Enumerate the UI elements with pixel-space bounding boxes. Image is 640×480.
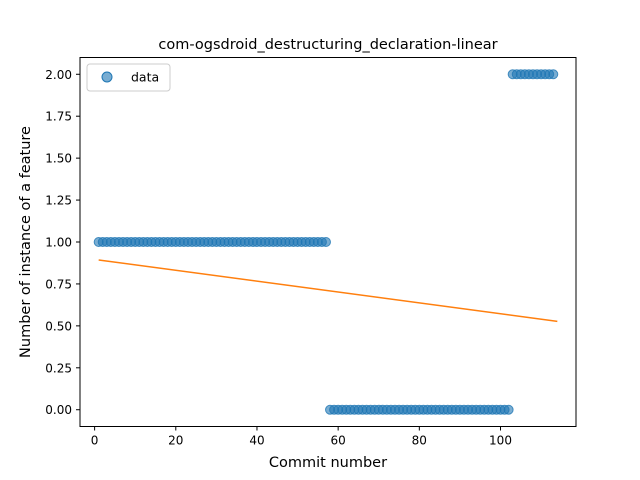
x-axis-label: Commit number [269,455,387,471]
x-tick-label: 40 [249,434,264,448]
legend-label-data: data [131,70,159,85]
data-point [548,69,559,80]
y-tick-label: 0.50 [45,319,72,333]
x-tick-label: 0 [91,434,99,448]
data-point [503,404,514,415]
trend-line [98,259,558,323]
y-tick-label: 1.25 [45,194,72,208]
legend-box [86,63,171,92]
y-axis-label: Number of instance of a feature [18,126,34,358]
x-tick-label: 20 [168,434,183,448]
y-tick-label: 0.25 [45,361,72,375]
y-tick-label: 1.50 [45,152,72,166]
y-tick-label: 1.00 [45,236,72,250]
chart-title: com-ogsdroid_destructuring_declaration-l… [158,37,497,53]
data-point [320,237,331,247]
y-axis: 0.00 0.25 0.50 0.75 1.00 1.25 1.50 1.75 2.00 [45,68,80,417]
axes-frame [79,57,577,427]
plot-area [93,69,559,415]
x-tick-label: 80 [412,434,427,448]
y-tick-label: 2.00 [45,68,72,82]
y-tick-label: 0.75 [45,277,72,291]
legend: data [86,63,171,92]
x-axis: 0 20 40 60 80 100 [91,426,512,448]
y-tick-label: 1.75 [45,110,72,124]
y-tick-label: 0.00 [45,403,72,417]
legend-marker-data [101,71,113,83]
x-tick-label: 100 [489,434,512,448]
x-tick-label: 60 [331,434,346,448]
